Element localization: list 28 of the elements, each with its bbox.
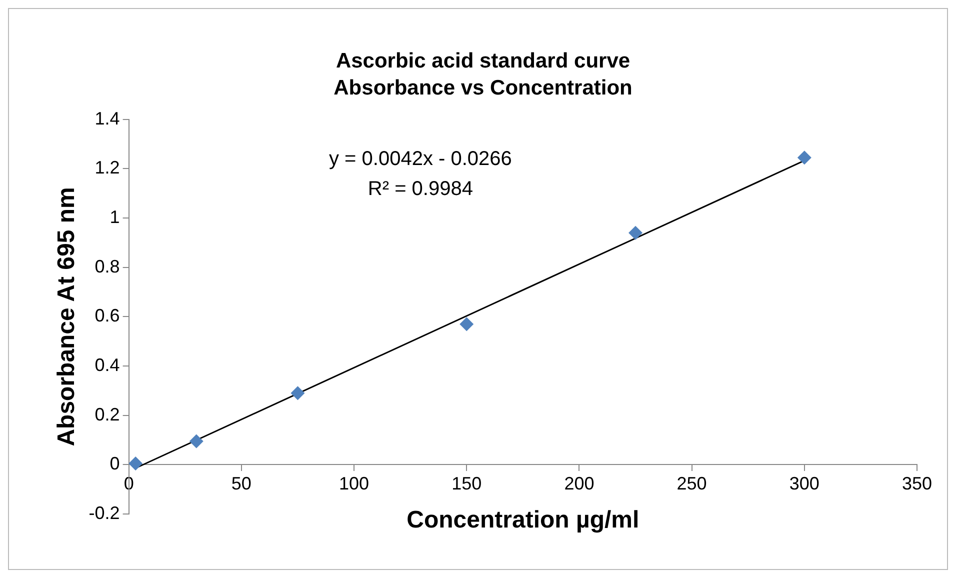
- x-tick-label: 200: [564, 473, 594, 494]
- point: [290, 386, 305, 400]
- y-tick-label: 1: [110, 207, 120, 228]
- point: [128, 456, 143, 470]
- x-tick-label: 100: [338, 473, 370, 494]
- x-tick-label: 350: [902, 473, 932, 494]
- point: [628, 226, 643, 240]
- chart-subtitle: Absorbance vs Concentration: [334, 76, 632, 100]
- y-tick-label: 1.4: [94, 108, 120, 128]
- y-tick-label: 1.2: [94, 158, 120, 178]
- point: [189, 434, 204, 448]
- x-tick-label: 50: [231, 473, 252, 494]
- point: [797, 150, 812, 165]
- y-tick-label: 0.8: [94, 256, 120, 276]
- x-tick-label: 150: [452, 473, 482, 494]
- chart-title: Ascorbic acid standard curve: [336, 49, 630, 72]
- annotation: y = 0.0042x - 0.0266: [328, 148, 512, 170]
- x-axis-title: Concentration µg/ml: [406, 506, 640, 534]
- x-tick-label: 250: [676, 473, 707, 494]
- x-tick-label: 300: [789, 473, 820, 494]
- y-tick-label: -0.2: [88, 502, 120, 523]
- y-tick-label: 0: [110, 454, 120, 474]
- y-tick-label: 0.4: [94, 354, 120, 375]
- annotation: R² = 0.9984: [368, 178, 473, 200]
- y-tick-label: 0.2: [94, 404, 120, 424]
- y-axis-title: Absorbance At 695 nm: [53, 187, 80, 446]
- y-tick-label: 0.6: [94, 306, 120, 326]
- point: [460, 317, 474, 332]
